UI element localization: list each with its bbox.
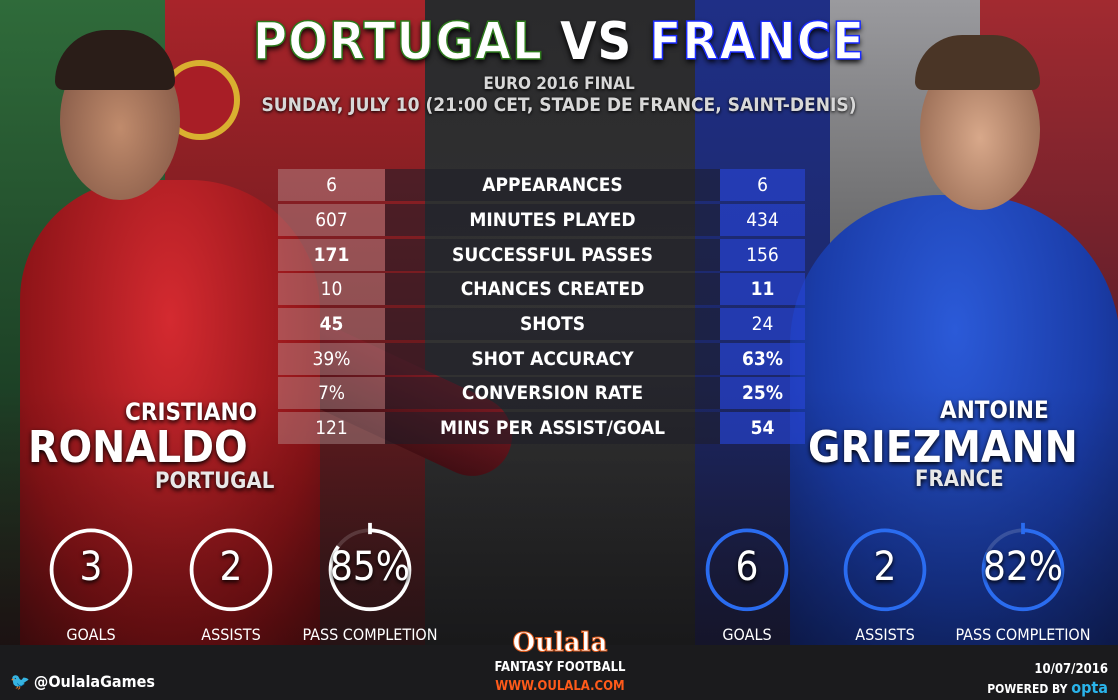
- left-value: 45: [278, 308, 385, 341]
- stat-caption: GOALS: [66, 625, 116, 644]
- ronaldo-photo-hair: [55, 30, 175, 90]
- stat-label: SHOT ACCURACY: [385, 342, 720, 375]
- stat-label: SHOTS: [385, 308, 720, 341]
- powered-by: POWERED BY opta: [987, 678, 1108, 697]
- right-assists-stat: 2 ASSISTS: [815, 521, 955, 644]
- stat-caption: PASS COMPLETION: [302, 625, 438, 644]
- right-player-last-name: GRIEZMANN: [808, 422, 1078, 473]
- left-value: 607: [278, 204, 385, 237]
- stat-row: 45 SHOTS 24: [278, 307, 805, 342]
- stat-label: CHANCES CREATED: [385, 273, 720, 306]
- left-player-first-name: CRISTIANO: [125, 398, 257, 426]
- stat-value: 82%: [983, 544, 1063, 590]
- right-player-first-name: ANTOINE: [940, 396, 1049, 424]
- stat-value: 85%: [330, 544, 410, 590]
- right-goals-stat: 6 GOALS: [677, 521, 817, 644]
- left-value: 121: [278, 412, 385, 445]
- stat-value: 2: [219, 544, 243, 590]
- twitter-handle[interactable]: 🐦 @OulalaGames: [10, 672, 155, 691]
- team-right: FRANCE: [649, 11, 866, 73]
- twitter-handle-text: @OulalaGames: [33, 672, 155, 691]
- left-value: 10: [278, 273, 385, 306]
- stat-caption: ASSISTS: [201, 625, 261, 644]
- stat-row: 607 MINUTES PLAYED 434: [278, 203, 805, 238]
- stat-row: 39% SHOT ACCURACY 63%: [278, 341, 805, 376]
- stat-label: SUCCESSFUL PASSES: [385, 238, 720, 271]
- stat-row: 10 CHANCES CREATED 11: [278, 272, 805, 307]
- left-value: 6: [278, 169, 385, 202]
- tagline: FANTASY FOOTBALL: [494, 660, 626, 675]
- right-pass-completion-stat: 82% PASS COMPLETION: [953, 521, 1093, 644]
- stat-caption: PASS COMPLETION: [955, 625, 1091, 644]
- stat-value: 6: [735, 544, 759, 590]
- right-value: 434: [720, 204, 805, 237]
- twitter-bird-icon: 🐦: [10, 672, 30, 691]
- oulala-logo: Oulala: [512, 628, 608, 659]
- stat-row: 6 APPEARANCES 6: [278, 168, 805, 203]
- ring: [49, 528, 133, 612]
- event-name: EURO 2016 FINAL: [483, 74, 635, 94]
- stat-label: MINUTES PLAYED: [385, 204, 720, 237]
- right-player-country: FRANCE: [915, 467, 1004, 492]
- match-title: PORTUGAL VS FRANCE: [0, 11, 1118, 73]
- left-player-last-name: RONALDO: [28, 422, 248, 473]
- left-value: 171: [278, 238, 385, 271]
- ring: [189, 528, 273, 612]
- right-value: 24: [720, 308, 805, 341]
- left-pass-completion-stat: 85% PASS COMPLETION: [300, 521, 440, 644]
- stat-caption: GOALS: [722, 625, 772, 644]
- stat-label: APPEARANCES: [385, 169, 720, 202]
- left-assists-stat: 2 ASSISTS: [161, 521, 301, 644]
- footer: [0, 645, 1118, 700]
- right-value: 54: [720, 412, 805, 445]
- ring: [705, 528, 789, 612]
- stat-value: 2: [873, 544, 897, 590]
- opta-logo: opta: [1071, 678, 1108, 697]
- vs-label: VS: [560, 12, 633, 72]
- right-value: 63%: [720, 342, 805, 375]
- right-value: 6: [720, 169, 805, 202]
- griezmann-photo-hair: [915, 35, 1040, 90]
- match-details: SUNDAY, JULY 10 (21:00 CET, STADE DE FRA…: [261, 94, 857, 116]
- stats-table: 6 APPEARANCES 6 607 MINUTES PLAYED 434 171…: [278, 168, 805, 446]
- right-value: 11: [720, 273, 805, 306]
- stat-row: 121 MINS PER ASSIST/GOAL 54: [278, 411, 805, 446]
- stat-caption: ASSISTS: [855, 625, 915, 644]
- stat-value: 3: [79, 544, 103, 590]
- stat-row: 7% CONVERSION RATE 25%: [278, 376, 805, 411]
- stat-row: 171 SUCCESSFUL PASSES 156: [278, 237, 805, 272]
- website-link[interactable]: WWW.OULALA.COM: [495, 679, 625, 694]
- date: 10/07/2016: [1034, 662, 1108, 677]
- team-left: PORTUGAL: [252, 11, 543, 73]
- left-player-country: PORTUGAL: [155, 469, 275, 494]
- left-goals-stat: 3 GOALS: [21, 521, 161, 644]
- ring: [843, 528, 927, 612]
- right-value: 156: [720, 238, 805, 271]
- right-value: 25%: [720, 377, 805, 410]
- powered-by-text: POWERED BY: [987, 682, 1068, 696]
- stat-label: MINS PER ASSIST/GOAL: [385, 412, 720, 445]
- stat-label: CONVERSION RATE: [385, 377, 720, 410]
- left-value: 7%: [278, 377, 385, 410]
- left-value: 39%: [278, 342, 385, 375]
